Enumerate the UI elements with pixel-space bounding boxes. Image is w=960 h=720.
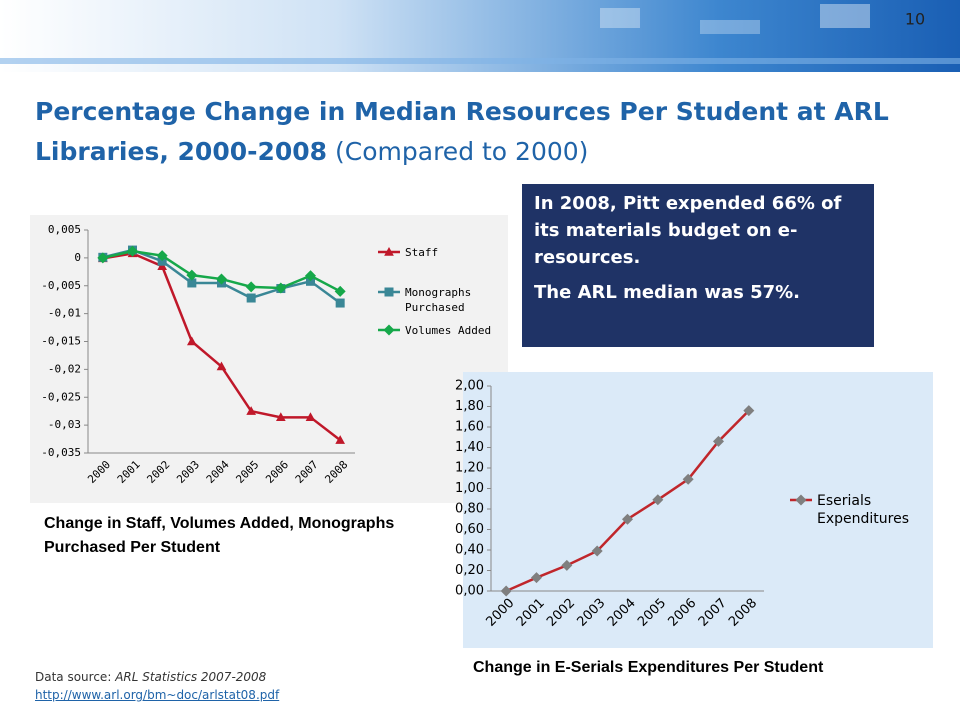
marker [334, 285, 346, 297]
marker [384, 287, 394, 297]
y-tick-label: 1,00 [455, 481, 484, 496]
marker [275, 282, 287, 294]
banner-tile [820, 4, 870, 28]
y-tick-label: 0,60 [455, 522, 484, 537]
marker [530, 572, 543, 584]
marker [795, 494, 807, 506]
chart-background [30, 215, 508, 503]
y-tick-label: 0,005 [48, 223, 81, 236]
banner-tile [600, 8, 640, 28]
marker [561, 559, 573, 571]
legend-label: Monographs Purchased [405, 286, 472, 315]
chart-caption: Change in E-Serials Expenditures Per Stu… [473, 659, 824, 676]
marker [246, 406, 257, 415]
banner-tile [700, 20, 760, 34]
marker [156, 250, 168, 262]
y-tick-label: 0,40 [455, 543, 484, 558]
y-tick-label: -0,015 [41, 335, 81, 348]
marker [186, 336, 197, 346]
slide-title: Percentage Change in Median Resources Pe… [35, 92, 915, 172]
callout-text: In 2008, Pitt expended 66% of its materi… [534, 193, 842, 268]
marker [383, 324, 395, 336]
y-tick-label: 1,60 [455, 420, 484, 435]
callout-text: The ARL median was 57%. [534, 282, 801, 303]
y-tick-label: -0,025 [41, 390, 81, 403]
marker [305, 412, 316, 422]
marker [712, 435, 725, 447]
marker [743, 405, 755, 417]
marker [245, 281, 257, 293]
marker [275, 412, 286, 422]
y-tick-label: -0,01 [48, 307, 81, 320]
y-tick-label: -0,035 [41, 446, 81, 459]
marker [97, 252, 109, 264]
marker [500, 585, 512, 597]
callout: In 2008, Pitt expended 66% of its materi… [522, 184, 874, 347]
y-tick-label: -0,02 [48, 362, 81, 375]
source-link[interactable]: http://www.arl.org/bm~doc/arlstat08.pdf [35, 688, 280, 702]
marker [335, 298, 345, 308]
y-tick-label: 1,40 [455, 440, 484, 455]
y-tick-label: 2,00 [455, 379, 484, 394]
source: Data source: ARL Statistics 2007-2008 ht… [35, 668, 279, 704]
marker [186, 269, 198, 281]
marker [304, 270, 317, 282]
marker [215, 273, 228, 285]
y-tick-label: 0 [74, 251, 81, 264]
y-tick-label: -0,03 [48, 418, 81, 431]
slide-number: 10 [905, 10, 925, 29]
marker [384, 246, 394, 256]
source-label: Data source: [35, 670, 112, 684]
marker [126, 245, 139, 257]
y-tick-label: 0,80 [455, 502, 484, 517]
marker [335, 435, 346, 444]
legend-label: Staff [405, 246, 439, 260]
y-tick-label: -0,005 [41, 279, 81, 292]
legend-label: Volumes Added [405, 324, 492, 338]
legend-label: Eserials Expenditures [817, 492, 909, 527]
chart-caption: Change in Staff, Volumes Added, Monograp… [44, 515, 395, 556]
title-main: Percentage Change in Median Resources Pe… [35, 97, 889, 166]
y-tick-label: 0,00 [455, 584, 484, 599]
marker [652, 494, 664, 506]
marker [591, 545, 603, 557]
marker [682, 473, 694, 485]
marker [216, 361, 227, 371]
y-tick-label: 0,20 [455, 563, 484, 578]
marker [246, 293, 256, 303]
banner-stripe [0, 58, 960, 64]
chart-background [463, 372, 933, 648]
y-tick-label: 1,20 [455, 461, 484, 476]
marker [157, 261, 168, 270]
title-note: (Compared to 2000) [335, 137, 589, 166]
source-citation: ARL Statistics 2007-2008 [115, 670, 267, 684]
y-tick-label: 1,80 [455, 399, 484, 414]
marker [621, 513, 634, 525]
